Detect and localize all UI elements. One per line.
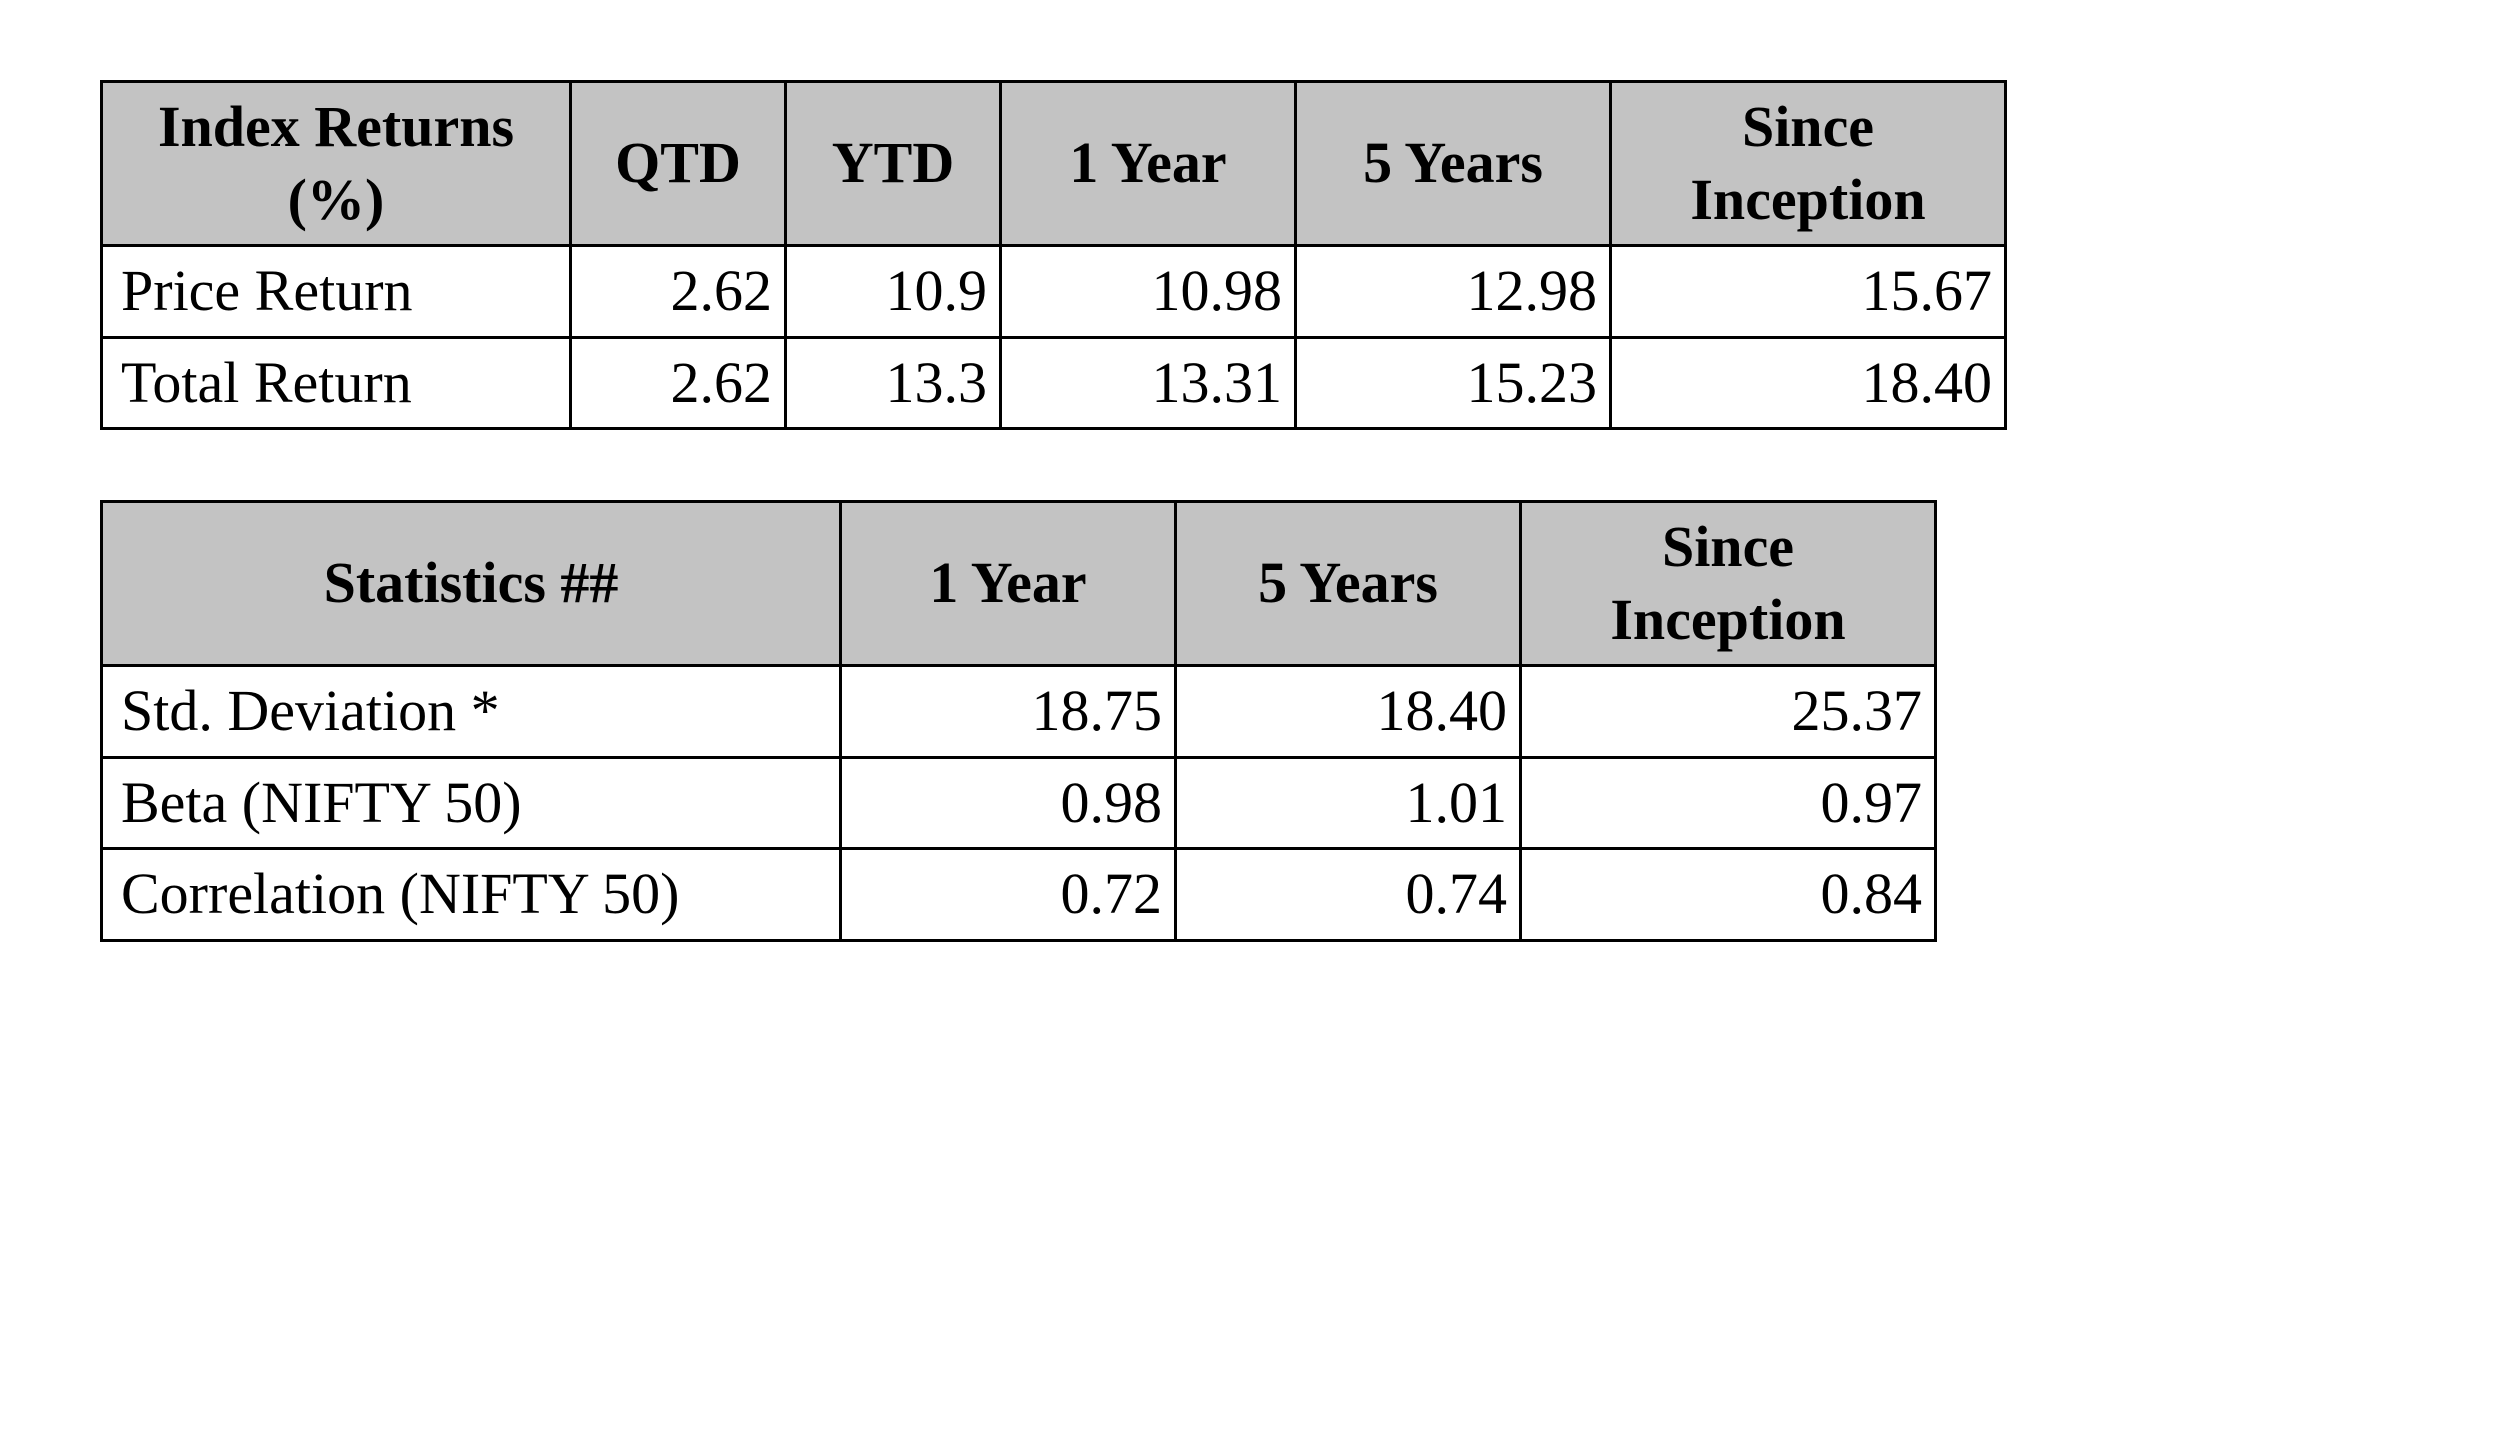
table-header-row: Index Returns (%) QTD YTD 1 Year 5 Years… <box>102 82 2006 246</box>
data-cell: 18.40 <box>1611 337 2006 429</box>
table-header-row: Statistics ## 1 Year 5 Years Since Incep… <box>102 502 1936 666</box>
data-cell: 0.97 <box>1521 757 1936 849</box>
data-cell: 18.40 <box>1176 666 1521 758</box>
header-cell: Since Inception <box>1521 502 1936 666</box>
table-row: Total Return 2.62 13.3 13.31 15.23 18.40 <box>102 337 2006 429</box>
data-cell: 15.23 <box>1296 337 1611 429</box>
index-returns-table: Index Returns (%) QTD YTD 1 Year 5 Years… <box>100 80 2007 430</box>
table-row: Correlation (NIFTY 50) 0.72 0.74 0.84 <box>102 849 1936 941</box>
data-cell: 2.62 <box>571 337 786 429</box>
header-cell: 5 Years <box>1296 82 1611 246</box>
data-cell: 10.98 <box>1001 246 1296 338</box>
data-cell: 2.62 <box>571 246 786 338</box>
header-cell: QTD <box>571 82 786 246</box>
data-cell: 0.72 <box>841 849 1176 941</box>
data-cell: 13.31 <box>1001 337 1296 429</box>
data-cell: 15.67 <box>1611 246 2006 338</box>
data-cell: 0.98 <box>841 757 1176 849</box>
table-row: Beta (NIFTY 50) 0.98 1.01 0.97 <box>102 757 1936 849</box>
row-label: Correlation (NIFTY 50) <box>102 849 841 941</box>
row-label: Beta (NIFTY 50) <box>102 757 841 849</box>
header-cell: Index Returns (%) <box>102 82 571 246</box>
data-cell: 25.37 <box>1521 666 1936 758</box>
header-cell: 5 Years <box>1176 502 1521 666</box>
header-cell: Statistics ## <box>102 502 841 666</box>
table-row: Price Return 2.62 10.9 10.98 12.98 15.67 <box>102 246 2006 338</box>
data-cell: 18.75 <box>841 666 1176 758</box>
data-cell: 13.3 <box>786 337 1001 429</box>
row-label: Total Return <box>102 337 571 429</box>
row-label: Std. Deviation * <box>102 666 841 758</box>
header-cell: Since Inception <box>1611 82 2006 246</box>
row-label: Price Return <box>102 246 571 338</box>
header-cell: 1 Year <box>1001 82 1296 246</box>
statistics-table: Statistics ## 1 Year 5 Years Since Incep… <box>100 500 1937 942</box>
data-cell: 12.98 <box>1296 246 1611 338</box>
header-cell: YTD <box>786 82 1001 246</box>
data-cell: 1.01 <box>1176 757 1521 849</box>
table-row: Std. Deviation * 18.75 18.40 25.37 <box>102 666 1936 758</box>
data-cell: 0.84 <box>1521 849 1936 941</box>
header-cell: 1 Year <box>841 502 1176 666</box>
data-cell: 10.9 <box>786 246 1001 338</box>
data-cell: 0.74 <box>1176 849 1521 941</box>
